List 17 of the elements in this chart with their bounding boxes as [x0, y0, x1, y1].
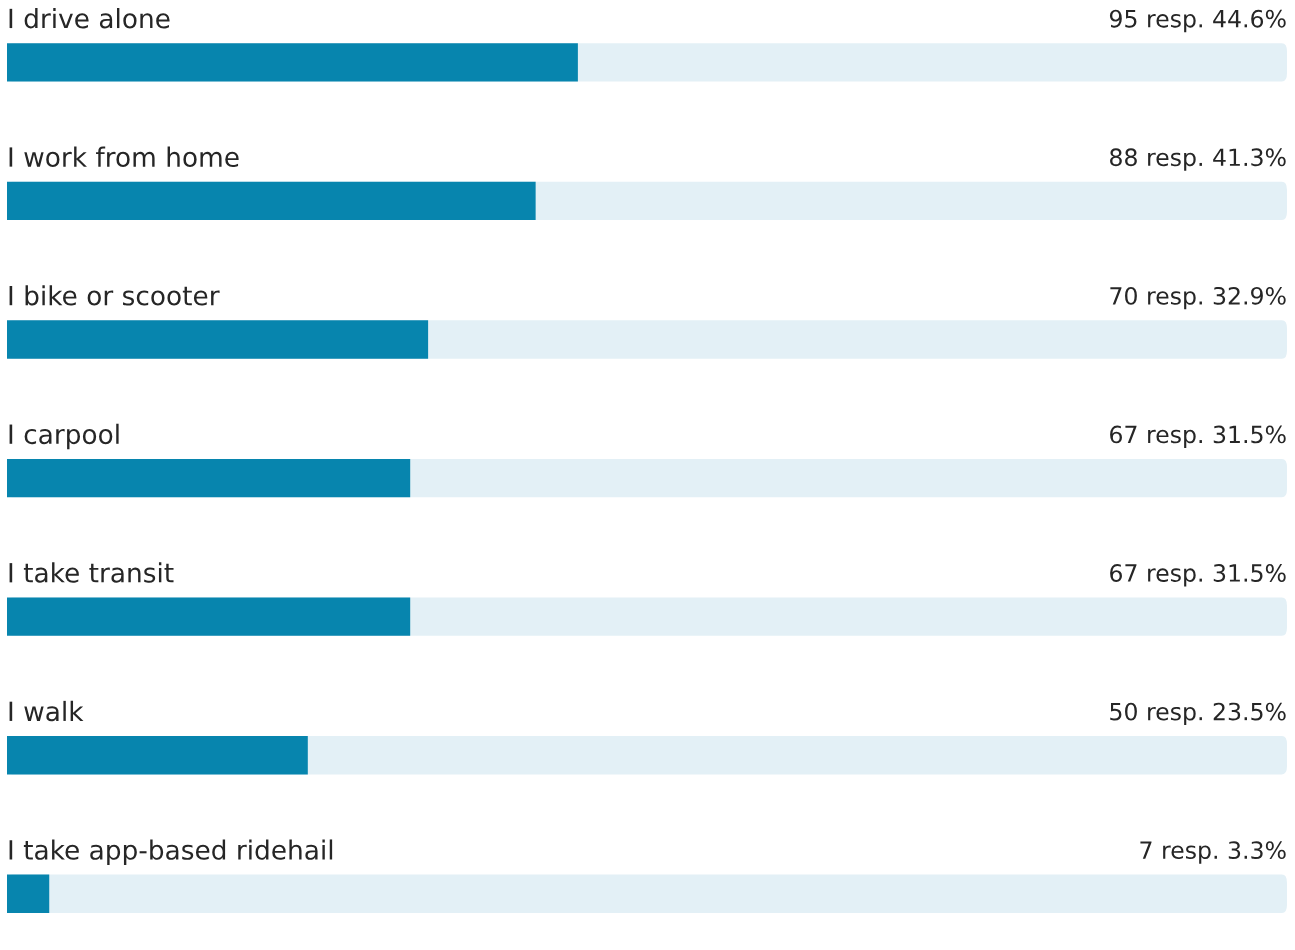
- y-tick-label: I take transit: [9, 562, 174, 583]
- y-tick-label: I carpool: [9, 423, 119, 450]
- bar: [7, 874, 50, 913]
- data-label: 50 resp. 23.5%: [1110, 702, 1286, 726]
- data-label: 70 resp. 32.9%: [1110, 286, 1286, 310]
- y-tick-label: I walk: [9, 700, 84, 722]
- data-label: 67 resp. 31.5%: [1110, 564, 1286, 587]
- y-tick-label: I work from home: [9, 146, 239, 168]
- data-label: 88 resp. 41.3%: [1110, 148, 1286, 171]
- y-tick-label: I take app-based ridehail: [9, 839, 333, 865]
- bar: [7, 736, 308, 775]
- data-label: 95 resp. 44.6%: [1109, 9, 1286, 33]
- y-tick-label: I bike or scooter: [9, 285, 220, 306]
- data-label: 67 resp. 31.5%: [1110, 425, 1286, 448]
- data-label: 7 resp. 3.3%: [1140, 841, 1286, 864]
- bar: [7, 597, 411, 636]
- y-tick-label: I drive alone: [9, 8, 170, 29]
